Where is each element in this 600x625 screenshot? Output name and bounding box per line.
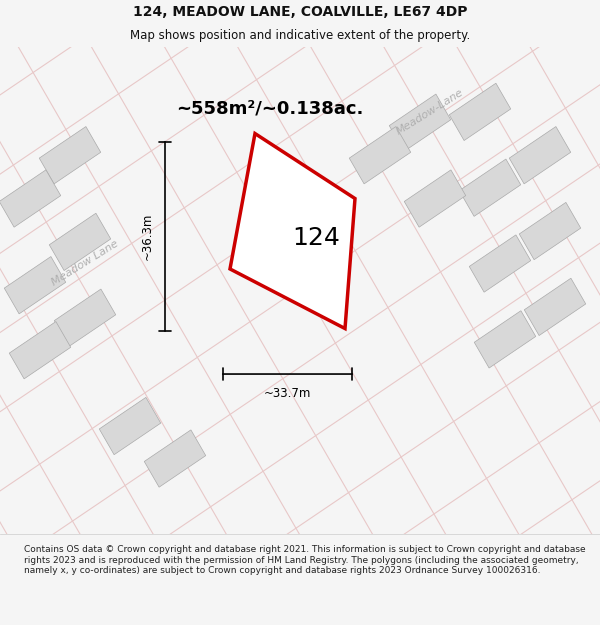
Polygon shape <box>404 170 466 227</box>
Text: Map shows position and indicative extent of the property.: Map shows position and indicative extent… <box>130 29 470 42</box>
Polygon shape <box>4 256 66 314</box>
Text: ~36.3m: ~36.3m <box>140 213 154 260</box>
Polygon shape <box>449 83 511 141</box>
Text: Meadow-Lane: Meadow-Lane <box>395 87 466 137</box>
Polygon shape <box>49 213 111 271</box>
Text: ~558m²/~0.138ac.: ~558m²/~0.138ac. <box>176 99 364 118</box>
Polygon shape <box>389 94 451 151</box>
Polygon shape <box>99 398 161 455</box>
Polygon shape <box>459 159 521 216</box>
Text: Meadow Lane: Meadow Lane <box>50 239 120 288</box>
Polygon shape <box>144 430 206 488</box>
Polygon shape <box>230 134 355 329</box>
Text: 124, MEADOW LANE, COALVILLE, LE67 4DP: 124, MEADOW LANE, COALVILLE, LE67 4DP <box>133 5 467 19</box>
Polygon shape <box>524 278 586 336</box>
Polygon shape <box>349 126 411 184</box>
Polygon shape <box>9 321 71 379</box>
Text: Contains OS data © Crown copyright and database right 2021. This information is : Contains OS data © Crown copyright and d… <box>24 545 586 575</box>
Polygon shape <box>519 202 581 260</box>
Text: 124: 124 <box>292 226 340 250</box>
Polygon shape <box>39 126 101 184</box>
Polygon shape <box>509 126 571 184</box>
Polygon shape <box>474 311 536 368</box>
Polygon shape <box>0 170 61 227</box>
Polygon shape <box>469 235 531 292</box>
Text: ~33.7m: ~33.7m <box>264 387 311 400</box>
Polygon shape <box>54 289 116 346</box>
